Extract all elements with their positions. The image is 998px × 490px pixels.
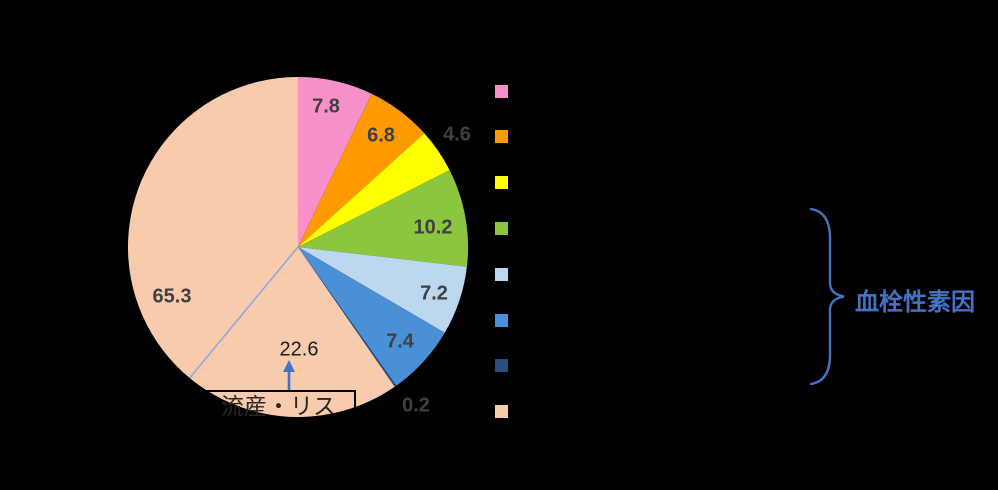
pie-slice-8: [127, 76, 395, 417]
slice-value-label-3: 4.6: [443, 123, 471, 146]
brace-label: 血栓性素因: [855, 289, 975, 316]
legend-swatch-7: [495, 359, 508, 373]
slice-value-label-7: 0.2: [402, 394, 430, 417]
legend-swatch-1: [495, 84, 508, 98]
slice-value-label-2: 6.8: [367, 124, 395, 147]
sub-divider-line: [188, 246, 299, 379]
legend-swatch-3: [495, 176, 508, 190]
callout-arrow-icon: [283, 360, 295, 390]
legend-swatch-5: [495, 267, 508, 281]
pie-slice-5: [298, 247, 467, 333]
legend-swatch-8: [495, 405, 508, 419]
slice-value-label-1: 7.8: [312, 95, 340, 118]
pie-slice-7: [298, 247, 397, 387]
sub-slice-value-label: 22.6: [279, 338, 319, 361]
pie-slices: [127, 76, 469, 417]
pie-slice-6: [298, 247, 445, 386]
slice-value-label-8: 65.3: [152, 285, 192, 308]
callout-box-label: 流産・リス: [221, 393, 336, 419]
pie-slice-2: [298, 93, 425, 247]
sub-divider-line: [188, 246, 299, 379]
curly-brace-icon: [809, 207, 845, 386]
pie-slice-1: [298, 76, 372, 247]
legend-swatch-2: [495, 130, 508, 144]
slice-value-label-5: 7.2: [420, 282, 448, 305]
slice-value-label-4: 10.2: [413, 216, 453, 239]
pie-slice-3: [298, 133, 450, 247]
pie-slice-4: [298, 170, 469, 267]
callout-box: 流産・リス: [200, 390, 356, 424]
legend-swatch-4: [495, 221, 508, 235]
legend-swatch-6: [495, 313, 508, 327]
slice-value-label-6: 7.4: [386, 330, 414, 353]
